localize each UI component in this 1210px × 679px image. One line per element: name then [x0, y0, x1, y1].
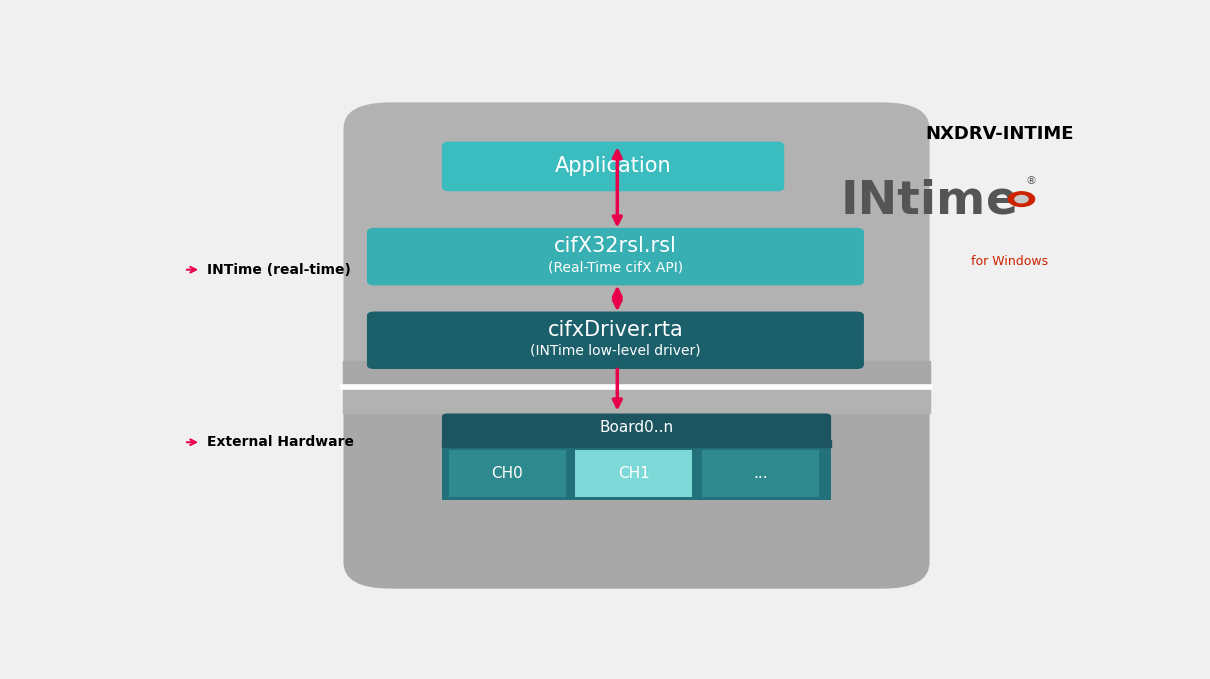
Bar: [442, 439, 831, 447]
Bar: [702, 450, 819, 497]
FancyBboxPatch shape: [442, 414, 831, 442]
Text: NXDRV-INTIME: NXDRV-INTIME: [926, 125, 1074, 143]
Text: for Windows: for Windows: [970, 255, 1048, 268]
Text: (Real-Time cifX API): (Real-Time cifX API): [548, 260, 682, 274]
Bar: [449, 450, 566, 497]
FancyBboxPatch shape: [367, 228, 864, 285]
Text: e: e: [986, 179, 1018, 224]
Bar: [344, 361, 929, 387]
Circle shape: [1008, 191, 1035, 206]
Text: ...: ...: [753, 466, 767, 481]
Text: INtim: INtim: [841, 179, 986, 224]
Text: External Hardware: External Hardware: [207, 435, 353, 449]
Text: Board0..n: Board0..n: [599, 420, 674, 435]
Bar: [575, 450, 692, 497]
Text: cifX32rsl.rsl: cifX32rsl.rsl: [554, 236, 676, 256]
FancyBboxPatch shape: [344, 387, 929, 589]
Text: INTime (real-time): INTime (real-time): [207, 263, 351, 277]
Circle shape: [1015, 196, 1028, 203]
Text: Application: Application: [554, 156, 672, 177]
Text: CH0: CH0: [491, 466, 523, 481]
FancyBboxPatch shape: [367, 312, 864, 369]
Text: cifxDriver.rta: cifxDriver.rta: [548, 320, 684, 340]
Bar: [344, 387, 929, 413]
Text: ®: ®: [1025, 176, 1036, 186]
FancyBboxPatch shape: [442, 142, 784, 191]
Bar: [442, 442, 831, 500]
Text: (INTime low-level driver): (INTime low-level driver): [530, 344, 701, 358]
Text: CH1: CH1: [618, 466, 650, 481]
FancyBboxPatch shape: [344, 103, 929, 387]
